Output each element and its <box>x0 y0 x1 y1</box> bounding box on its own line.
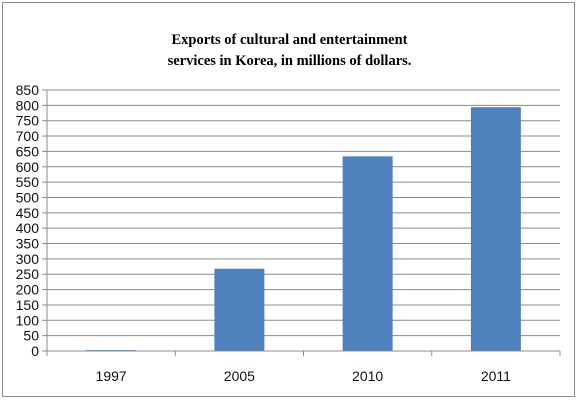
axes <box>46 90 561 356</box>
y-tick-label-300: 300 <box>16 251 40 267</box>
chart-title-line-2: services in Korea, in millions of dollar… <box>167 53 412 69</box>
y-tick-label-350: 350 <box>16 236 40 252</box>
y-tick-label-100: 100 <box>16 312 40 328</box>
y-tick-label-650: 650 <box>16 143 40 159</box>
x-axis-tick-labels: 1997 2005 2010 2011 <box>96 368 512 384</box>
bars <box>86 107 521 351</box>
bar-2005 <box>214 268 265 351</box>
y-tick-label-250: 250 <box>16 266 40 282</box>
y-tick-label-500: 500 <box>16 189 40 205</box>
y-tick-label-450: 450 <box>16 205 40 221</box>
y-tick-label-700: 700 <box>16 128 40 144</box>
x-tick-label-2005: 2005 <box>224 368 255 384</box>
x-tick-label-2011: 2011 <box>481 368 511 384</box>
y-tick-label-800: 800 <box>16 97 40 113</box>
chart-title-line-1: Exports of cultural and entertainment <box>171 32 408 48</box>
y-tick-label-850: 850 <box>16 82 40 98</box>
y-tick-label-750: 750 <box>16 113 40 129</box>
chart-title: Exports of cultural and entertainment se… <box>0 30 579 72</box>
y-tick-label-550: 550 <box>16 174 40 190</box>
y-tick-label-600: 600 <box>16 159 40 175</box>
bar-2010 <box>342 156 393 351</box>
y-tick-label-200: 200 <box>16 282 40 298</box>
x-tick-label-1997: 1997 <box>96 368 127 384</box>
x-tick-label-2010: 2010 <box>352 368 383 384</box>
y-axis-tick-labels: 0501001502002503003504004505005506006507… <box>16 82 40 359</box>
y-tick-label-50: 50 <box>23 328 39 344</box>
bar-2011 <box>470 107 521 351</box>
y-tick-label-0: 0 <box>31 343 39 359</box>
y-tick-label-150: 150 <box>16 297 40 313</box>
y-tick-label-400: 400 <box>16 220 40 236</box>
